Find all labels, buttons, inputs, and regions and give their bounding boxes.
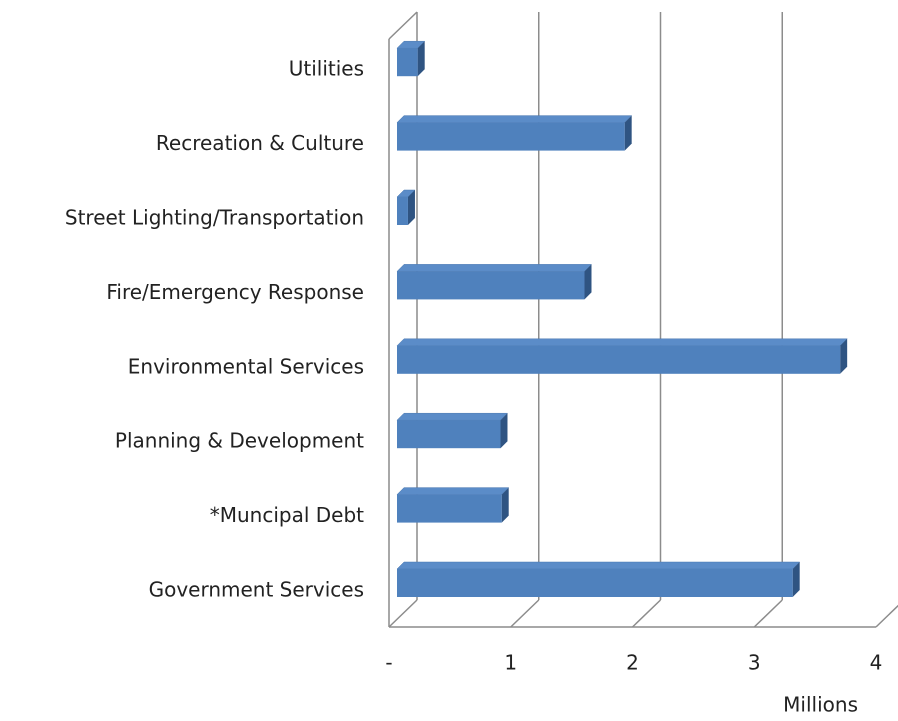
bar-top (396, 338, 848, 347)
bar-side (417, 41, 425, 77)
bar-side (624, 115, 632, 151)
x-tick-label: 1 (504, 651, 517, 675)
bar (397, 420, 501, 449)
y-tick-label: Street Lighting/Transportation (65, 206, 364, 230)
floor-grid-line (510, 599, 540, 628)
bar (397, 271, 585, 300)
bar-top (396, 115, 633, 123)
floor-grid-line (388, 599, 418, 628)
bar-side (501, 487, 509, 523)
x-tick-label: 2 (626, 651, 639, 675)
bar-top (396, 264, 593, 272)
bar (397, 345, 841, 374)
y-tick-label: Fire/Emergency Response (106, 280, 364, 304)
bar (397, 122, 625, 151)
bar (397, 48, 418, 77)
y-tick-label: Government Services (149, 578, 364, 602)
x-tick-label: - (385, 651, 392, 675)
bar-top (396, 487, 510, 495)
floor-grid-line (875, 604, 898, 628)
y-tick-label: *Muncipal Debt (210, 503, 364, 527)
bar (397, 569, 793, 597)
y-tick-label: Environmental Services (128, 354, 364, 378)
x-tick-label: 4 (870, 651, 883, 675)
x-tick-label: 3 (748, 651, 761, 675)
bar-side (792, 562, 800, 597)
y-tick-label: Utilities (289, 57, 364, 81)
bar (397, 494, 502, 523)
bar (397, 197, 408, 225)
x-axis-label: Millions (783, 693, 858, 717)
y-tick-label: Recreation & Culture (156, 131, 364, 155)
bar-top (396, 561, 801, 570)
bar-side (584, 264, 592, 300)
floor-grid-line (753, 599, 783, 628)
floor-grid-line (631, 599, 662, 628)
bar-side (407, 190, 415, 225)
bar-top (396, 412, 509, 421)
y-tick-label: Planning & Development (115, 429, 364, 453)
bar-side (840, 338, 848, 374)
left-wall-top (388, 11, 418, 40)
bar-side (500, 413, 508, 449)
